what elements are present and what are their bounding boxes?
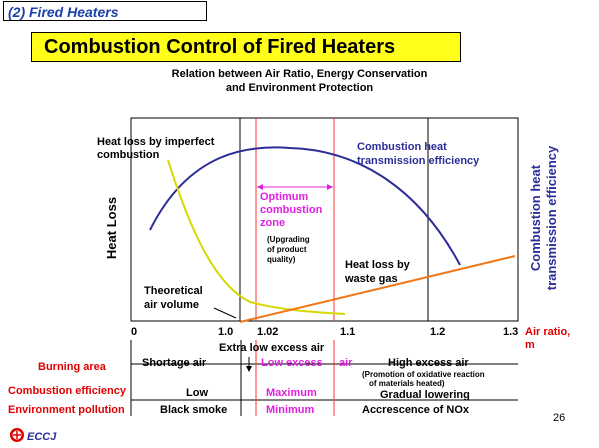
theoretical-label-line-1: Theoretical [144, 285, 203, 297]
x-axis-label-line-2: m [525, 339, 535, 351]
efficiency-gradual: Gradual lowering [380, 389, 470, 401]
efficiency-curve [149, 146, 461, 266]
waste-label-line-1: Heat loss by [345, 259, 411, 271]
imperfect-label-line-1: Heat loss by imperfect [97, 136, 215, 148]
eccj-logo-icon [10, 428, 24, 442]
optimum-line-2: combustion [260, 204, 323, 216]
right-axis-label-line-1: Combustion heat [528, 164, 543, 271]
row-label-environment-pollution: Environment pollution [8, 404, 125, 416]
tick-1-3: 1.3 [503, 326, 518, 338]
low-excess-air-word: air [339, 357, 353, 369]
optimum-note-line-2: of product [267, 245, 307, 254]
optimum-note-line-3: quality) [267, 255, 296, 264]
shortage-air: Shortage air [142, 357, 207, 369]
extra-low-arrow-head [246, 366, 252, 372]
tick-1-1: 1.1 [340, 326, 355, 338]
pollution-minimum: Minimum [266, 404, 314, 416]
arrow-head-right [327, 184, 333, 190]
tick-1-02: 1.02 [257, 326, 278, 338]
extra-low-label: Extra low excess air [219, 342, 325, 354]
optimum-line-1: Optimum [260, 191, 308, 203]
page-title: Combustion Control of Fired Heaters [31, 32, 461, 62]
subtitle-line-2: and Environment Protection [225, 82, 374, 94]
row-label-combustion-efficiency: Combustion efficiency [8, 385, 127, 397]
efficiency-low: Low [186, 387, 208, 399]
waste-gas-line [239, 255, 516, 323]
high-excess-note-line-1: (Promotion of oxidative reaction [362, 370, 485, 379]
optimum-note-line-1: (Upgrading [267, 235, 310, 244]
page-number: 26 [553, 412, 565, 424]
tick-0: 0 [131, 326, 137, 338]
high-excess-air: High excess air [388, 357, 469, 369]
theoretical-pointer [213, 307, 237, 319]
high-excess-note-line-2: of materials heated) [369, 379, 445, 388]
tick-1-2: 1.2 [430, 326, 445, 338]
waste-label-line-2: waste gas [344, 273, 398, 285]
optimum-line-3: zone [260, 217, 285, 229]
row-label-burning-area: Burning area [38, 361, 107, 373]
pollution-nox: Accrescence of NOx [362, 404, 470, 416]
subtitle-line-1: Relation between Air Ratio, Energy Conse… [171, 68, 428, 80]
left-axis-label: Heat Loss [104, 197, 119, 259]
logo-text: ECCJ [27, 431, 57, 443]
imperfect-label-line-2: combustion [97, 149, 160, 161]
efficiency-maximum: Maximum [266, 387, 317, 399]
efficiency-label-line-2: transmission efficiency [357, 155, 480, 167]
low-excess: Low excess [261, 357, 323, 369]
subtitle: Relation between Air Ratio, Energy Conse… [0, 67, 599, 95]
right-axis-label-line-2: transmission efficiency [544, 145, 559, 290]
arrow-head-left [257, 184, 263, 190]
theoretical-label-line-2: air volume [144, 299, 199, 311]
efficiency-label-line-1: Combustion heat [357, 141, 447, 153]
x-axis-label-line-1: Air ratio, [525, 326, 570, 338]
imperfect-combustion-curve [167, 159, 346, 315]
pollution-black-smoke: Black smoke [160, 404, 227, 416]
right-axis-label: Combustion heat transmission efficiency [528, 145, 559, 290]
tick-1-0: 1.0 [218, 326, 233, 338]
section-tag: (2) Fired Heaters [3, 1, 207, 21]
plot-frame [130, 117, 519, 322]
